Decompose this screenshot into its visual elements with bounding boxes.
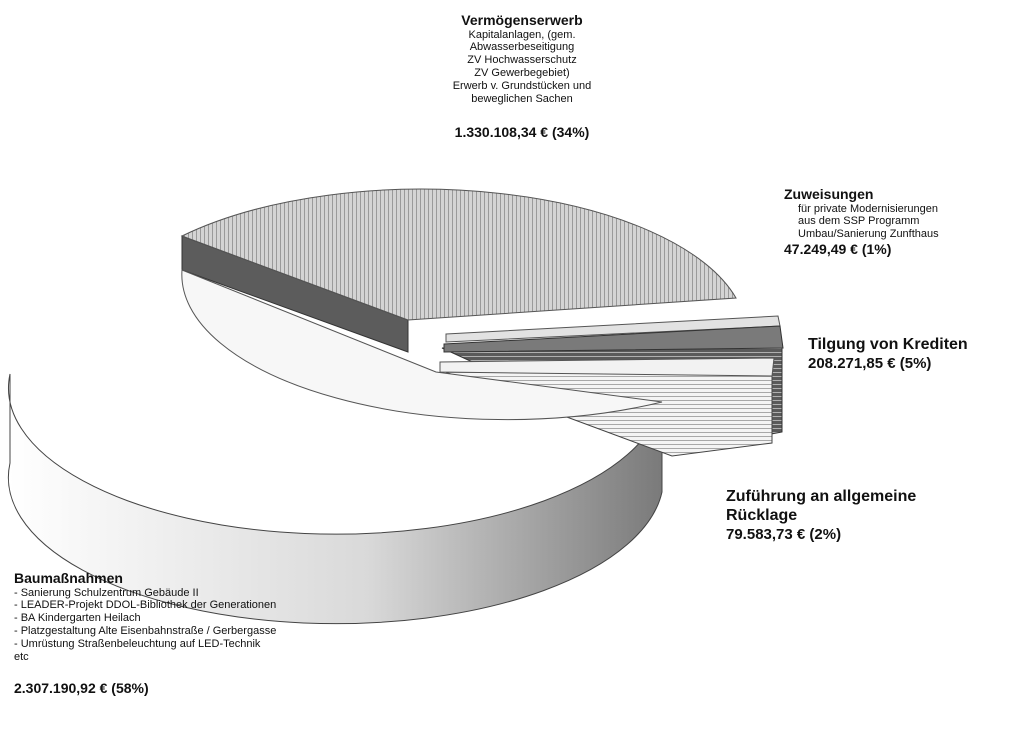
label-vermoegen-detail-6: beweglichen Sachen <box>471 93 573 106</box>
pie-slice-vermoegen <box>180 188 737 321</box>
label-vermoegen: Vermögenserwerb Kapitalanlagen, (gem. Ab… <box>388 12 656 141</box>
pie-slice-side-bau <box>7 373 663 625</box>
label-zuweisungen-detail-2: aus dem SSP Programm <box>798 215 920 228</box>
label-zuweisungen-detail-3: Umbau/Sanierung Zunfthaus <box>798 228 939 241</box>
label-zuweisungen-amount: 47.249,49 € (1%) <box>784 241 892 258</box>
label-zuweisungen-detail-1: für private Modernisierungen <box>798 202 939 215</box>
label-bau-detail-2: - LEADER-Projekt DDOL-Bibliothek der Gen… <box>14 599 277 612</box>
label-bau: Baumaßnahmen - Sanierung Schulzentrum Ge… <box>14 570 424 697</box>
label-vermoegen-detail-2: Abwasserbeseitigung <box>469 41 575 54</box>
label-bau-detail-5: - Umrüstung Straßenbeleuchtung auf LED-T… <box>14 638 261 651</box>
label-vermoegen-detail-5: Erwerb v. Grundstücken und <box>452 80 592 93</box>
label-tilgung-title: Tilgung von Krediten <box>808 336 968 353</box>
pie-slice-zufuehrung <box>439 357 775 377</box>
label-tilgung: Tilgung von Krediten 208.271,85 € (5%) <box>808 336 983 373</box>
label-tilgung-amount: 208.271,85 € (5%) <box>808 354 932 372</box>
pie-slice-bau <box>181 269 663 421</box>
label-vermoegen-title: Vermögenserwerb <box>461 12 583 28</box>
pie-slice-tilgung <box>443 325 784 353</box>
label-zuweisungen: Zuweisungen für private Modernisierungen… <box>784 186 1004 258</box>
label-bau-detail-4: - Platzgestaltung Alte Eisenbahnstraße /… <box>14 625 277 638</box>
label-vermoegen-detail-1: Kapitalanlagen, (gem. <box>468 28 576 41</box>
label-bau-detail-3: - BA Kindergarten Heilach <box>14 612 141 625</box>
label-zufuehrung-amount: 79.583,73 € (2%) <box>726 525 842 543</box>
label-vermoegen-amount: 1.330.108,34 € (34%) <box>454 124 590 141</box>
label-vermoegen-detail-4: ZV Gewerbegebiet) <box>474 67 570 80</box>
label-bau-detail-1: - Sanierung Schulzentrum Gebäude II <box>14 586 199 599</box>
label-bau-detail-6: etc <box>14 651 29 664</box>
label-zuweisungen-title: Zuweisungen <box>784 186 874 202</box>
label-zufuehrung: Zuführung an allgemeine Rücklage 79.583,… <box>726 488 926 543</box>
label-vermoegen-detail-3: ZV Hochwasserschutz <box>467 54 577 67</box>
label-zufuehrung-title: Zuführung an allgemeine Rücklage <box>726 488 917 524</box>
label-bau-amount: 2.307.190,92 € (58%) <box>14 680 149 697</box>
label-bau-title: Baumaßnahmen <box>14 570 123 586</box>
